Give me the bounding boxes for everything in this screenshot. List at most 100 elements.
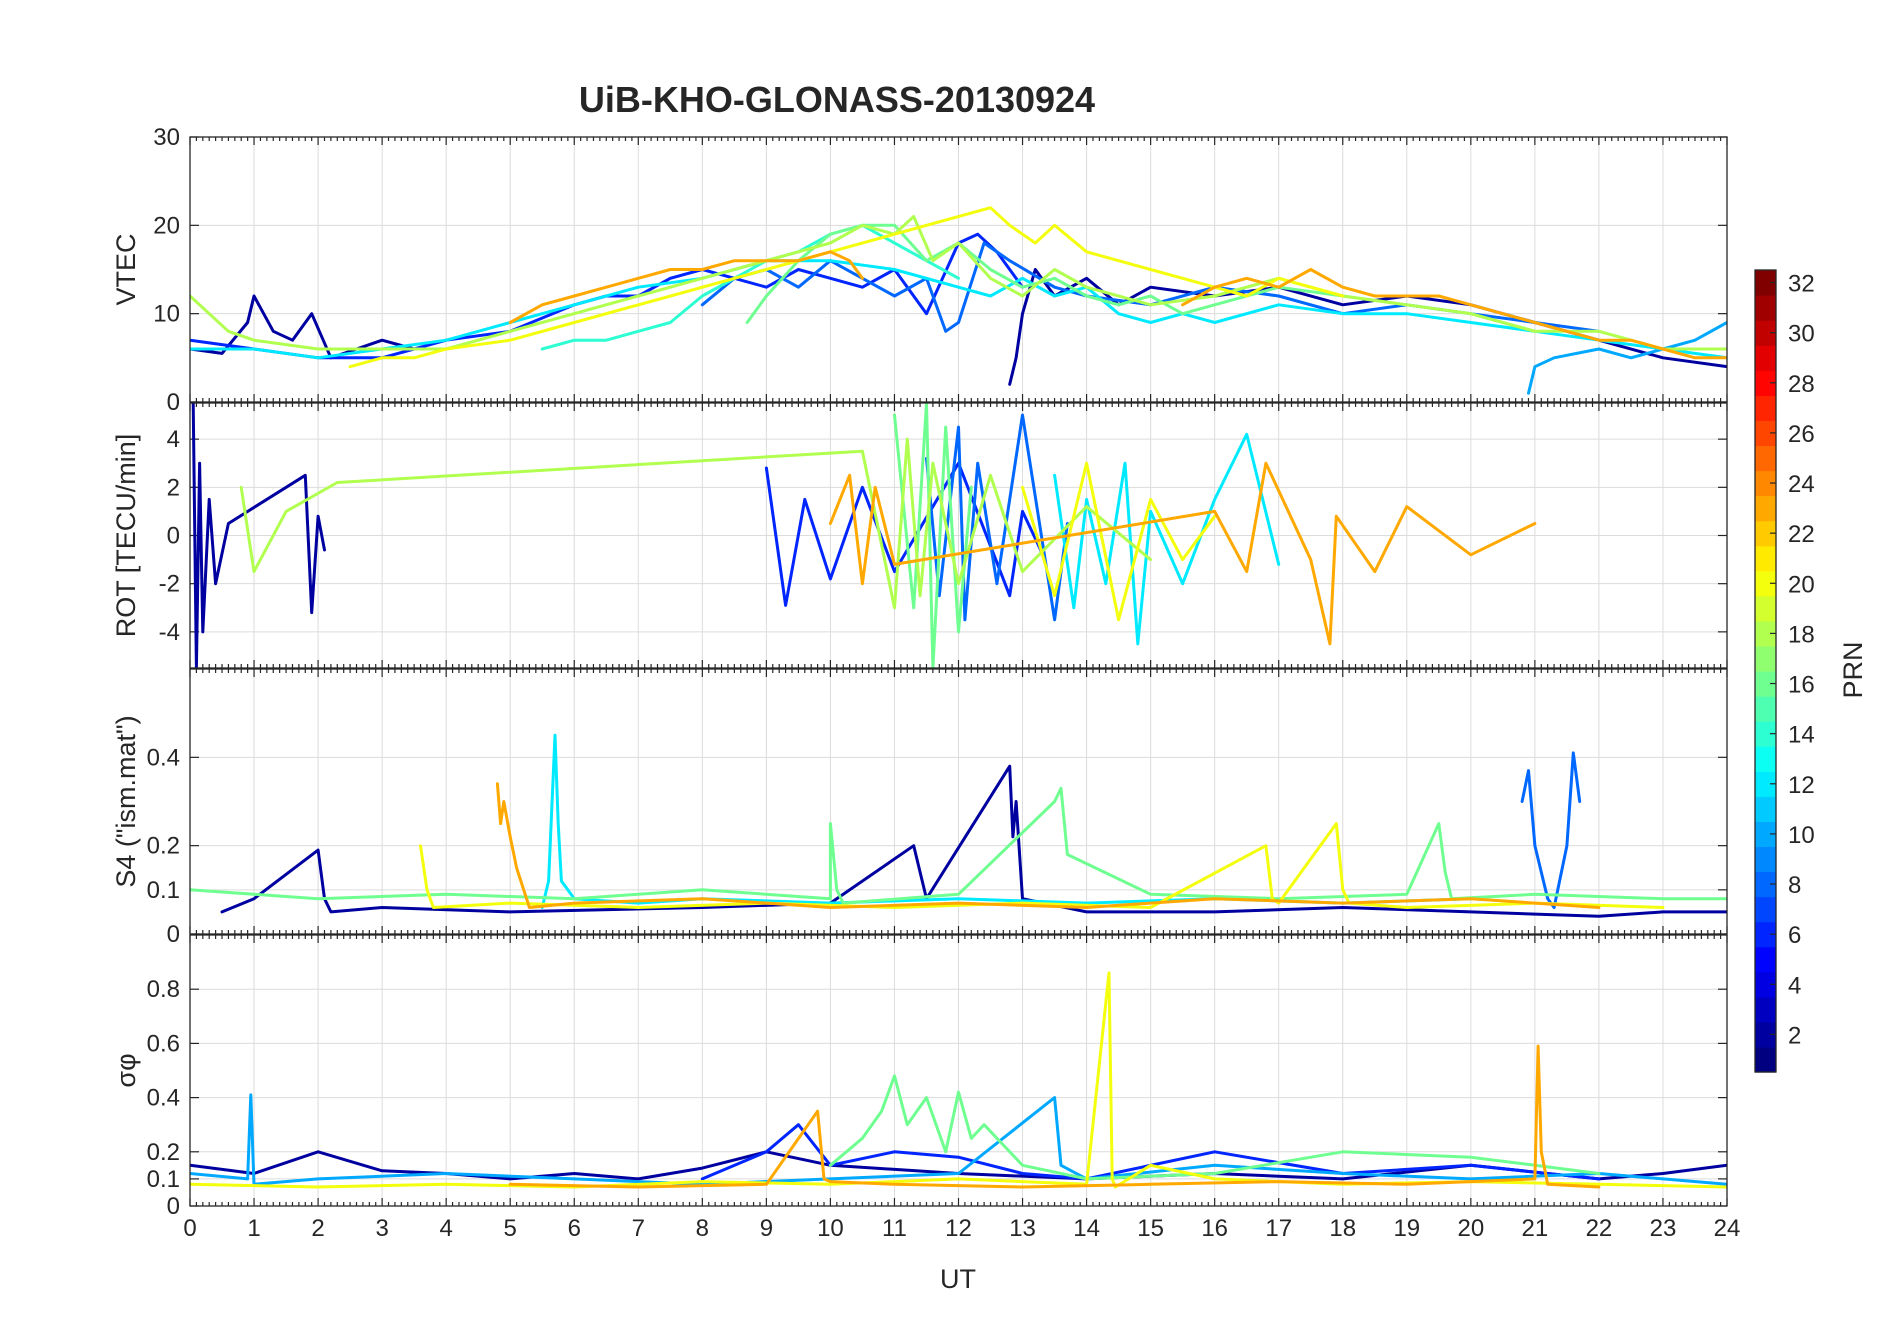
y-axis-label: S4 ("ism.mat") (111, 715, 141, 887)
x-tick-label: 11 (882, 1215, 907, 1242)
colorbar-segment (1755, 971, 1776, 998)
x-tick-label: 20 (1457, 1215, 1484, 1242)
x-tick-label: 9 (760, 1215, 773, 1242)
x-tick-label: 10 (817, 1215, 844, 1242)
series-line-prn-16 (828, 1074, 1601, 1181)
colorbar-frame (1754, 269, 1777, 1073)
colorbar-tick-label: 20 (1788, 571, 1815, 598)
colorbar-tick-label: 12 (1788, 772, 1815, 799)
series-line-prn-2 (190, 294, 448, 360)
colorbar-segment (1755, 420, 1776, 447)
y-tick-label: 30 (153, 124, 180, 151)
x-tick-label: 1 (247, 1215, 260, 1242)
colorbar-segment (1755, 470, 1776, 497)
colorbar-segment (1755, 1021, 1776, 1048)
colorbar-segment (1755, 570, 1776, 597)
y-tick-label: 10 (153, 301, 180, 328)
x-tick-label: 16 (1201, 1215, 1228, 1242)
x-tick-label: 15 (1137, 1215, 1164, 1242)
panel-3: 0 0.1 0.2 0.4S4 ("ism.mat") (111, 668, 1728, 948)
colorbar-segment (1755, 370, 1776, 396)
series-line-prn-12 (540, 733, 1473, 909)
colorbar-segment (1755, 721, 1776, 747)
colorbar-segment (1755, 645, 1776, 672)
series-line-prn-6 (700, 1123, 1601, 1181)
colorbar-tick-label: 4 (1788, 972, 1801, 999)
series-line-prn-23 (495, 782, 1601, 909)
x-tick-label: 3 (375, 1215, 388, 1242)
series-line-prn-23 (1181, 268, 1727, 360)
x-tick-label: 5 (504, 1215, 517, 1242)
series-line-prn-23 (508, 1044, 1601, 1189)
series-line-prn-18 (190, 215, 1727, 351)
series-line-prn-12 (1053, 432, 1281, 646)
y-tick-label: 2 (167, 474, 180, 501)
series-line-prn-20 (419, 822, 1665, 909)
colorbar-tick-label: 26 (1788, 421, 1815, 448)
x-axis-label: UT (940, 1264, 976, 1294)
y-tick-label: 0 (167, 1193, 180, 1220)
y-tick-label: 0.4 (147, 744, 180, 771)
x-tick-label: 0 (183, 1215, 196, 1242)
trace-group (190, 733, 1727, 918)
panel-2: -4 -2 0 2 4 ROT [TECU/min] (111, 402, 1728, 669)
colorbar-segment (1755, 320, 1776, 346)
x-tick-label: 12 (945, 1215, 972, 1242)
x-tick-label: 8 (696, 1215, 709, 1242)
x-tick-label: 4 (439, 1215, 452, 1242)
colorbar-segment (1755, 545, 1776, 572)
colorbar-segment (1755, 696, 1776, 722)
chart-title: UiB-KHO-GLONASS-20130924 (579, 79, 1095, 120)
y-axis-label: VTEC (111, 233, 141, 305)
series-line-prn-2 (1008, 268, 1727, 386)
colorbar-segment (1755, 896, 1776, 923)
x-tick-label: 14 (1073, 1215, 1100, 1242)
y-tick-label: -2 (159, 571, 180, 598)
x-tick-label: 21 (1522, 1215, 1549, 1242)
colorbar-tick-label: 2 (1788, 1022, 1801, 1049)
colorbar-segment (1755, 1046, 1776, 1073)
y-tick-label: 0 (167, 389, 180, 416)
colorbar-segment (1755, 595, 1776, 622)
colorbar-tick-label: 24 (1788, 471, 1815, 498)
series-line-prn-16 (893, 403, 973, 668)
panel-frame (189, 402, 1728, 669)
series-line-prn-14 (540, 223, 960, 351)
colorbar-segment (1755, 996, 1776, 1023)
colorbar-tick-label: 30 (1788, 321, 1815, 348)
series-line-prn-2 (191, 403, 326, 668)
trace-group (191, 403, 1537, 668)
x-tick-label: 22 (1586, 1215, 1613, 1242)
panel-frame (189, 934, 1728, 1207)
panel-frame (189, 668, 1728, 935)
series-line-prn-12 (190, 259, 1727, 360)
colorbar-tick-label: 22 (1788, 521, 1815, 548)
x-tick-label: 2 (311, 1215, 324, 1242)
y-tick-label: 0.1 (147, 1166, 180, 1193)
colorbar-segment (1755, 671, 1776, 697)
series-line-prn-16 (190, 786, 1727, 905)
colorbar-segment (1755, 620, 1776, 647)
colorbar-tick-label: 18 (1788, 621, 1815, 648)
colorbar-segment (1755, 796, 1776, 822)
colorbar-segment (1755, 445, 1776, 472)
colorbar-segment (1755, 746, 1776, 772)
y-tick-label: -4 (159, 619, 180, 646)
y-tick-label: 0.8 (147, 976, 180, 1003)
series-line-prn-20 (1021, 461, 1217, 622)
series-line-prn-8 (1520, 751, 1582, 909)
colorbar-segment (1755, 395, 1776, 421)
colorbar-segment (1755, 295, 1776, 321)
colorbar-segment (1755, 946, 1776, 973)
panel-4: 00.10.2 0.4 0.6 0.8 σφ (111, 934, 1728, 1220)
series-line-prn-10 (1527, 321, 1727, 395)
colorbar-tick-label: 6 (1788, 922, 1801, 949)
colorbar-segment (1755, 345, 1776, 371)
y-tick-label: 0 (167, 921, 180, 948)
colorbar-tick-label: 16 (1788, 672, 1815, 699)
series-line-prn-18 (239, 437, 1153, 610)
series-line-prn-2 (220, 764, 1727, 918)
series-line-prn-23 (828, 461, 1537, 646)
y-tick-label: 0 (167, 523, 180, 550)
